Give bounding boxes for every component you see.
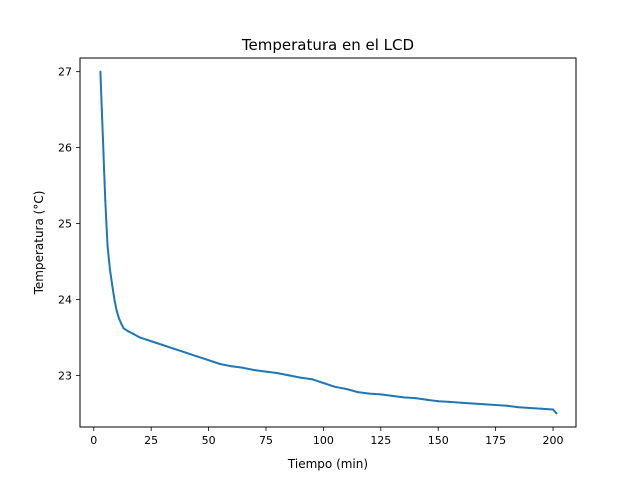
temperature-data-point (356, 391, 359, 394)
temperature-data-point (111, 283, 114, 286)
temperature-data-point (103, 169, 106, 172)
temperature-data-point (333, 385, 336, 388)
x-tick-label: 0 (90, 434, 97, 447)
temperature-data-point (483, 403, 486, 406)
temperature-data-point (414, 397, 417, 400)
x-tick-label: 50 (202, 434, 216, 447)
temperature-data-point (196, 355, 199, 358)
temperature-data-point (540, 407, 543, 410)
temperature-data-point (99, 70, 102, 73)
temperature-data-point (104, 199, 107, 202)
x-tick-label: 175 (485, 434, 506, 447)
temperature-data-point (471, 402, 474, 405)
temperature-data-point (368, 392, 371, 395)
temperature-data-point (122, 327, 125, 330)
temperature-data-point (101, 139, 104, 141)
temperature-data-point (106, 245, 109, 248)
y-tick-label: 25 (58, 218, 72, 231)
temperature-series-line (99, 71, 558, 414)
x-tick-label: 25 (144, 434, 158, 447)
temperature-data-point (276, 372, 279, 375)
temperature-data-point (152, 340, 155, 343)
temperature-data-point (448, 400, 451, 403)
axes-frame (79, 57, 577, 428)
x-tick-label: 75 (259, 434, 273, 447)
temperature-data-point (379, 393, 382, 396)
y-tick-label: 27 (58, 66, 72, 79)
y-tick-label: 26 (58, 142, 72, 155)
y-tick-label: 23 (58, 369, 72, 382)
temperature-data-point (555, 412, 558, 415)
temperature-data-point (253, 369, 256, 372)
temperature-data-point (161, 344, 164, 346)
temperature-data-point (265, 370, 267, 373)
plot-area (99, 70, 558, 415)
temperature-data-point (242, 366, 245, 369)
temperature-data-point (113, 298, 116, 301)
temperature-data-point (120, 322, 123, 325)
temperature-data-point (460, 401, 463, 404)
y-axis-label: Temperatura (°C) (32, 191, 46, 296)
temperature-data-point (287, 374, 290, 377)
temperature-data-point (127, 330, 130, 333)
temperature-data-point (230, 365, 233, 368)
x-axis-ticks: 0 25 50 75 100 125 150 175 200 (90, 427, 564, 447)
chart-title: Temperatura en el LCD (241, 36, 414, 54)
temperature-data-point (552, 408, 555, 411)
x-tick-label: 125 (370, 434, 391, 447)
temperature-data-point (517, 406, 520, 409)
x-tick-label: 150 (428, 434, 449, 447)
temperature-data-point (322, 381, 325, 384)
temperature-data-point (115, 309, 118, 312)
temperature-data-point (184, 351, 187, 354)
temperature-data-point (437, 400, 440, 403)
temperature-data-point (118, 317, 121, 320)
x-tick-label: 100 (313, 434, 334, 447)
temperature-data-point (131, 332, 134, 335)
temperature-data-point (100, 108, 103, 111)
temperature-data-point (345, 388, 348, 391)
temperature-data-point (391, 394, 394, 397)
temperature-data-point (529, 407, 532, 410)
temperature-data-point (105, 222, 108, 225)
temperature-data-point (138, 336, 141, 339)
y-tick-label: 24 (58, 293, 72, 306)
y-axis-ticks: 23 24 25 26 27 (58, 66, 80, 382)
x-tick-label: 200 (543, 434, 564, 447)
temperature-data-point (425, 398, 428, 401)
temperature-data-point (506, 404, 509, 407)
temperature-data-point (494, 403, 497, 406)
temperature-data-point (402, 396, 405, 399)
temperature-data-point (173, 347, 176, 350)
x-axis-label: Tiempo (min) (287, 457, 368, 471)
temperature-data-point (219, 362, 222, 365)
temperature-data-point (108, 268, 111, 271)
temperature-data-point (145, 338, 148, 341)
temperature-data-point (207, 359, 210, 362)
temperature-data-point (299, 376, 302, 379)
temperature-data-point (310, 378, 313, 381)
